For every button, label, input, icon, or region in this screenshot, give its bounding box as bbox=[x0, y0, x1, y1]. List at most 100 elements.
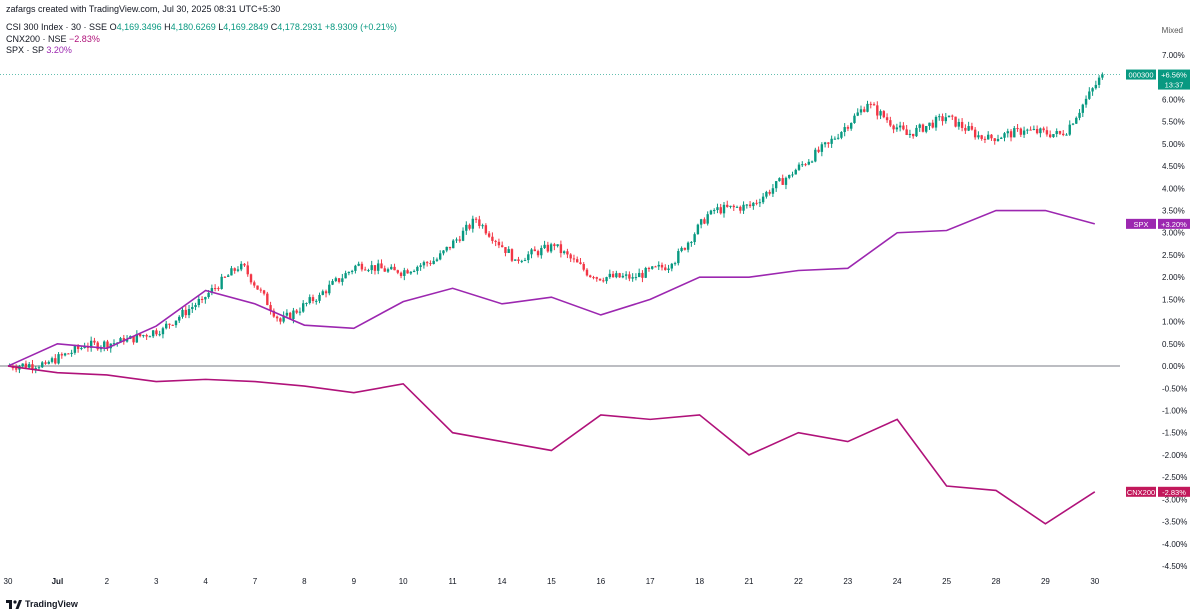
candle-body bbox=[63, 353, 67, 356]
compare-legend-cnx200[interactable]: CNX200 · NSE −2.83% bbox=[6, 34, 100, 44]
candle-body bbox=[569, 254, 572, 259]
candle-body bbox=[758, 202, 762, 204]
candle-body bbox=[269, 305, 272, 311]
tradingview-footer[interactable]: TradingView bbox=[6, 599, 78, 610]
ohlc-change: +8.9309 (+0.21%) bbox=[324, 22, 397, 32]
candle-body bbox=[553, 244, 556, 247]
y-tick-label: 4.00% bbox=[1162, 184, 1185, 193]
candle-body bbox=[673, 263, 677, 265]
candle-body bbox=[171, 324, 174, 326]
candle-body bbox=[298, 311, 302, 313]
candle-body bbox=[765, 191, 768, 197]
candle-body bbox=[843, 127, 846, 133]
candle-body bbox=[41, 362, 44, 368]
badge-symbol: SPX bbox=[1133, 220, 1148, 229]
candle-body bbox=[452, 240, 455, 249]
candle-body bbox=[321, 291, 324, 295]
candle-body bbox=[1065, 134, 1068, 136]
compare-name-spx: SPX · SP bbox=[6, 45, 44, 55]
candle-body bbox=[34, 368, 37, 370]
candle-body bbox=[200, 298, 204, 300]
candle-body bbox=[1022, 130, 1026, 135]
candle-body bbox=[331, 281, 334, 285]
candle-body bbox=[794, 169, 797, 175]
candle-body bbox=[683, 247, 687, 250]
candle-body bbox=[540, 247, 543, 256]
candle-body bbox=[184, 309, 187, 316]
candle-body bbox=[367, 270, 370, 272]
candle-body bbox=[934, 116, 938, 128]
candle-body bbox=[21, 363, 24, 367]
x-tick-label: 29 bbox=[1041, 577, 1050, 586]
scale-mode-label[interactable]: Mixed bbox=[1161, 26, 1183, 35]
candle-body bbox=[804, 164, 807, 166]
main-symbol-legend[interactable]: CSI 300 Index · 30 · SSE O4,169.3496 H4,… bbox=[6, 22, 397, 32]
candle-body bbox=[820, 144, 824, 152]
candle-body bbox=[256, 285, 259, 290]
candle-body bbox=[559, 244, 563, 254]
candle-body bbox=[1045, 130, 1049, 135]
candle-body bbox=[80, 348, 83, 350]
candle-body bbox=[455, 239, 458, 241]
candle-body bbox=[781, 178, 784, 185]
x-tick-label: 2 bbox=[105, 577, 110, 586]
candle-body bbox=[439, 253, 442, 260]
candle-body bbox=[908, 133, 912, 135]
candle-body bbox=[863, 109, 866, 112]
candle-body bbox=[983, 138, 987, 140]
y-tick-label: 2.00% bbox=[1162, 273, 1185, 282]
candle-body bbox=[178, 316, 181, 321]
candle-body bbox=[911, 133, 915, 137]
candle-body bbox=[647, 268, 651, 270]
candle-body bbox=[680, 247, 683, 252]
candle-body bbox=[882, 111, 886, 118]
candle-body bbox=[302, 303, 305, 312]
candle-body bbox=[872, 104, 876, 106]
x-tick-label: 22 bbox=[794, 577, 803, 586]
x-tick-label: 25 bbox=[942, 577, 951, 586]
candle-body bbox=[739, 206, 742, 211]
ohlc-low: 4,169.2849 bbox=[223, 22, 269, 32]
candle-body bbox=[523, 260, 527, 262]
candle-body bbox=[429, 263, 432, 265]
candle-body bbox=[233, 268, 236, 271]
compare-legend-spx[interactable]: SPX · SP 3.20% bbox=[6, 45, 72, 55]
candle-body bbox=[889, 120, 892, 126]
candle-body bbox=[435, 259, 439, 261]
candle-body bbox=[823, 142, 827, 145]
candle-body bbox=[807, 161, 810, 165]
candle-body bbox=[993, 138, 996, 142]
candle-body bbox=[334, 278, 338, 282]
candle-body bbox=[213, 288, 217, 290]
cnx200-series-line bbox=[7, 365, 1096, 525]
y-tick-label: -1.50% bbox=[1162, 429, 1187, 438]
candle-body bbox=[1003, 133, 1006, 138]
candle-body bbox=[856, 112, 859, 116]
candle-body bbox=[703, 219, 706, 224]
badge-value-box bbox=[1158, 218, 1190, 229]
candle-body bbox=[960, 121, 964, 128]
candle-body bbox=[474, 218, 478, 220]
candle-body bbox=[735, 206, 739, 208]
candle-body bbox=[1016, 128, 1019, 130]
candle-body bbox=[67, 353, 70, 355]
candle-body bbox=[530, 249, 533, 255]
ohlc-close-label: C bbox=[270, 22, 278, 32]
candle-body bbox=[980, 135, 983, 139]
candle-body bbox=[921, 124, 925, 132]
candle-body bbox=[621, 275, 625, 278]
candle-body bbox=[132, 336, 135, 343]
candle-body bbox=[448, 246, 452, 249]
candle-body bbox=[249, 274, 253, 283]
candle-body bbox=[693, 234, 696, 243]
candle-body bbox=[938, 116, 941, 118]
candle-body bbox=[944, 117, 947, 122]
candle-body bbox=[579, 262, 582, 264]
candle-body bbox=[768, 191, 771, 194]
candle-body bbox=[217, 288, 220, 290]
candle-body bbox=[1032, 128, 1036, 130]
candle-body bbox=[344, 273, 347, 279]
x-tick-label: 23 bbox=[843, 577, 852, 586]
candle-body bbox=[1058, 131, 1062, 134]
